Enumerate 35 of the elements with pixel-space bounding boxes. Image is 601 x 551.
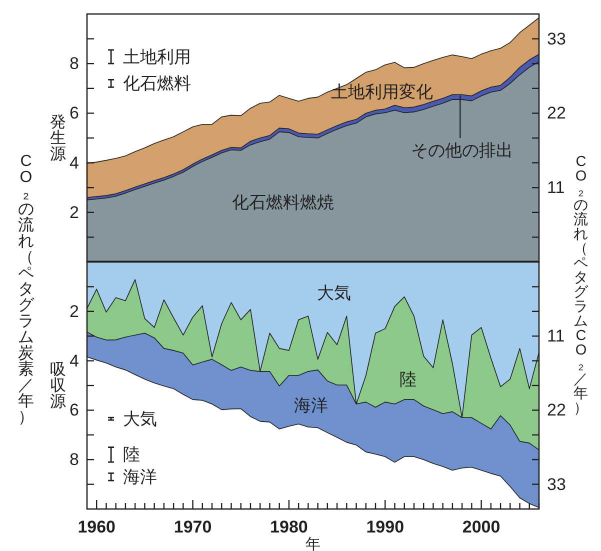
x-tick-label: 1970 (174, 518, 212, 536)
series-label: 大気 (317, 283, 352, 302)
y-tick-label: 2 (70, 202, 79, 222)
x-axis-title: 年 (306, 536, 320, 551)
y2-tick-label: 22 (547, 104, 566, 123)
y2-tick-label: 22 (547, 400, 566, 420)
y-axis-title: 吸収源 (50, 361, 66, 410)
series-label: 海洋 (294, 396, 328, 415)
annotation: 大気 (123, 409, 158, 428)
x-tick-label: 2000 (462, 518, 500, 536)
annotation: 土地利用 (123, 47, 192, 66)
series-label: 化石燃料燃焼 (232, 192, 334, 212)
series-label: その他の排出 (411, 140, 514, 160)
y2-tick-label: 33 (547, 474, 566, 494)
annotation: 海洋 (123, 467, 158, 486)
y-tick-label: 6 (70, 400, 79, 420)
y-tick-label: 6 (70, 104, 79, 123)
text: CO₂の流れ（ペタグラムCO₂／年） (574, 154, 588, 416)
x-tick-label: 1990 (366, 518, 404, 536)
y2-tick-label: 11 (547, 326, 565, 346)
x-tick-label: 1960 (78, 518, 116, 536)
series-label: 陸 (400, 370, 417, 389)
y-tick-label: 4 (70, 153, 79, 172)
series-label: 土地利用変化 (331, 82, 434, 102)
annotation: 化石燃料 (123, 74, 192, 93)
x-tick-label: 1980 (270, 518, 308, 536)
y2-tick-label: 11 (547, 178, 565, 198)
y-tick-label: 4 (70, 351, 79, 370)
y2-tick-label: 33 (547, 29, 566, 48)
y-tick-label: 2 (70, 302, 79, 321)
y-axis-title: 発生源 (50, 114, 66, 162)
y-tick-label: 8 (70, 54, 79, 74)
y-tick-label: 8 (70, 450, 79, 470)
annotation: 陸 (123, 445, 140, 464)
text: CO₂の流れ（ペタグラム炭素／年） (18, 152, 34, 426)
